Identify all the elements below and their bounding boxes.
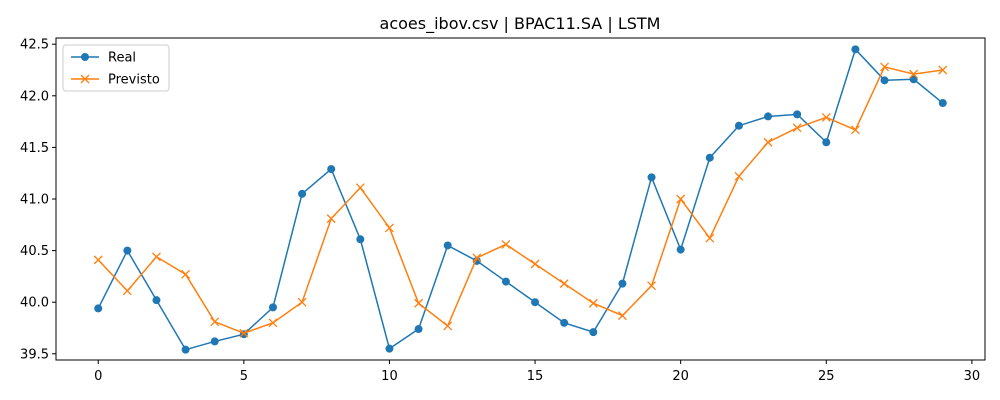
data-point-real — [560, 318, 569, 327]
x-tick-label: 5 — [240, 369, 248, 384]
y-tick-label: 42.5 — [20, 38, 49, 53]
data-point-previsto — [501, 239, 511, 249]
data-point-real — [152, 296, 161, 305]
y-tick-label: 40.0 — [20, 296, 49, 311]
data-point-real — [851, 45, 860, 54]
axes: 0 5 10 15 20 25 30 39.5 40.0 40.5 41.0 41.5 42.0 42.5 — [20, 37, 986, 384]
data-point-real — [298, 189, 307, 198]
data-point-previsto — [181, 269, 191, 279]
x-tick-label: 15 — [527, 369, 544, 384]
data-point-previsto — [676, 194, 686, 204]
data-point-real — [647, 173, 656, 182]
data-point-real — [210, 337, 219, 346]
data-point-real — [938, 99, 947, 108]
data-point-previsto — [705, 233, 715, 243]
y-tick-label: 39.5 — [20, 347, 49, 362]
data-point-previsto — [414, 298, 424, 308]
data-point-real — [327, 165, 336, 174]
y-tick-label: 40.5 — [20, 244, 49, 259]
data-point-previsto — [617, 311, 627, 321]
data-point-previsto — [559, 279, 569, 289]
data-point-previsto — [821, 113, 831, 122]
data-point-previsto — [443, 321, 453, 331]
data-point-real — [705, 153, 714, 162]
data-point-previsto — [850, 125, 860, 135]
legend-label-real: Real — [108, 51, 136, 66]
data-point-previsto — [210, 317, 220, 327]
data-point-previsto — [152, 252, 161, 262]
plot-area — [93, 45, 948, 354]
data-point-real — [618, 279, 627, 288]
x-tick-label: 30 — [964, 369, 981, 384]
data-point-real — [443, 241, 452, 250]
data-point-real — [501, 277, 510, 286]
data-point-real — [356, 235, 365, 244]
data-point-real — [414, 325, 423, 334]
data-point-real — [94, 304, 103, 313]
legend-label-previsto: Previsto — [108, 73, 160, 88]
data-point-previsto — [792, 123, 802, 133]
data-point-real — [793, 110, 802, 119]
data-point-previsto — [268, 318, 278, 328]
data-point-real — [880, 76, 889, 85]
data-point-previsto — [588, 298, 598, 308]
data-point-previsto — [909, 69, 919, 79]
y-tick-label: 41.0 — [20, 193, 49, 208]
data-point-real — [123, 246, 132, 255]
data-point-real — [181, 345, 190, 354]
x-tick-label: 10 — [381, 369, 398, 384]
x-tick-label: 0 — [94, 369, 102, 384]
data-point-previsto — [326, 214, 336, 224]
data-point-real — [909, 75, 918, 84]
data-point-real — [822, 138, 831, 147]
data-point-previsto — [734, 171, 744, 181]
legend-marker-previsto — [80, 74, 90, 84]
data-point-previsto — [530, 259, 540, 269]
data-point-previsto — [938, 65, 948, 75]
data-point-real — [268, 303, 277, 312]
series-line-previsto — [97, 66, 943, 334]
data-point-previsto — [384, 223, 394, 233]
data-point-real — [676, 245, 685, 254]
data-point-real — [734, 121, 743, 130]
data-point-real — [589, 328, 598, 337]
series-line-real — [97, 47, 944, 351]
data-point-previsto — [239, 328, 249, 338]
data-point-previsto — [297, 297, 307, 307]
x-tick-label: 20 — [672, 369, 689, 384]
data-point-previsto — [472, 253, 482, 263]
y-tick-label: 41.5 — [20, 141, 49, 156]
legend-marker-real — [81, 53, 89, 61]
legend: Real Previsto — [62, 44, 170, 92]
data-point-previsto — [647, 281, 657, 291]
x-tick-label: 25 — [818, 369, 835, 384]
data-point-real — [531, 298, 540, 307]
data-point-previsto — [880, 62, 889, 72]
data-point-previsto — [355, 183, 365, 193]
data-point-previsto — [93, 255, 103, 265]
data-point-previsto — [763, 137, 773, 147]
data-point-real — [764, 112, 773, 121]
y-tick-label: 42.0 — [20, 89, 49, 104]
chart-title: acoes_ibov.csv | BPAC11.SA | LSTM — [380, 14, 661, 34]
data-point-real — [385, 344, 394, 353]
data-point-previsto — [122, 286, 132, 296]
